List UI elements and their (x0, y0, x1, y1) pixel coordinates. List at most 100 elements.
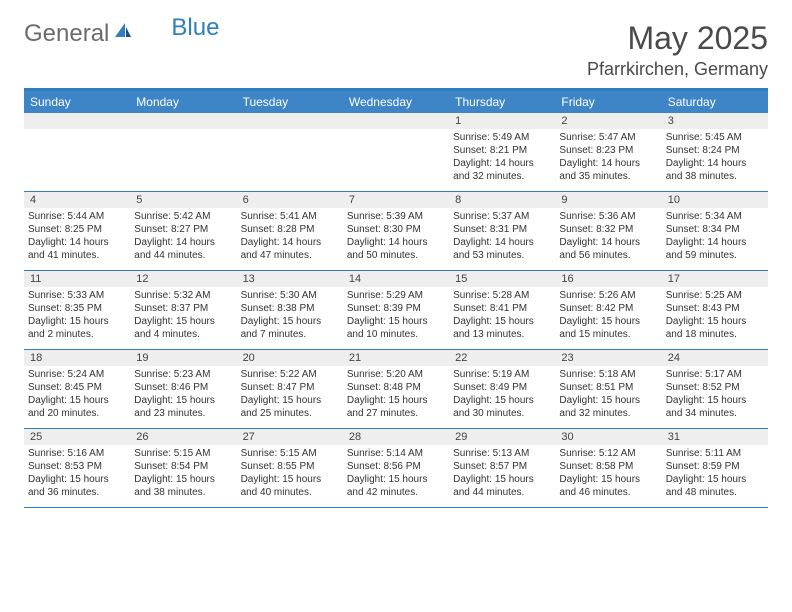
day-body: Sunrise: 5:15 AMSunset: 8:54 PMDaylight:… (130, 445, 236, 505)
day-body: Sunrise: 5:45 AMSunset: 8:24 PMDaylight:… (662, 129, 768, 189)
day-cell: 17Sunrise: 5:25 AMSunset: 8:43 PMDayligh… (662, 271, 768, 349)
sunset-text: Sunset: 8:42 PM (559, 302, 657, 315)
calendar: SundayMondayTuesdayWednesdayThursdayFrid… (24, 88, 768, 508)
sunrise-text: Sunrise: 5:17 AM (666, 368, 764, 381)
day-cell: 28Sunrise: 5:14 AMSunset: 8:56 PMDayligh… (343, 429, 449, 507)
day-number: 30 (555, 429, 661, 445)
day-number: 10 (662, 192, 768, 208)
sunrise-text: Sunrise: 5:19 AM (453, 368, 551, 381)
sunset-text: Sunset: 8:56 PM (347, 460, 445, 473)
day-cell: 26Sunrise: 5:15 AMSunset: 8:54 PMDayligh… (130, 429, 236, 507)
daylight-text: Daylight: 15 hours and 30 minutes. (453, 394, 551, 420)
sunrise-text: Sunrise: 5:11 AM (666, 447, 764, 460)
day-cell: 14Sunrise: 5:29 AMSunset: 8:39 PMDayligh… (343, 271, 449, 349)
week-row: 11Sunrise: 5:33 AMSunset: 8:35 PMDayligh… (24, 271, 768, 350)
day-number: 23 (555, 350, 661, 366)
daylight-text: Daylight: 15 hours and 46 minutes. (559, 473, 657, 499)
day-number: 1 (449, 113, 555, 129)
day-body: Sunrise: 5:29 AMSunset: 8:39 PMDaylight:… (343, 287, 449, 347)
day-cell: 15Sunrise: 5:28 AMSunset: 8:41 PMDayligh… (449, 271, 555, 349)
day-cell: 18Sunrise: 5:24 AMSunset: 8:45 PMDayligh… (24, 350, 130, 428)
day-number: 27 (237, 429, 343, 445)
sunset-text: Sunset: 8:48 PM (347, 381, 445, 394)
weekday-header: Sunday (24, 91, 130, 113)
sunrise-text: Sunrise: 5:29 AM (347, 289, 445, 302)
weekday-header: Monday (130, 91, 236, 113)
sunrise-text: Sunrise: 5:23 AM (134, 368, 232, 381)
day-cell: 6Sunrise: 5:41 AMSunset: 8:28 PMDaylight… (237, 192, 343, 270)
weekday-header: Saturday (662, 91, 768, 113)
sunset-text: Sunset: 8:21 PM (453, 144, 551, 157)
header: General Blue May 2025 Pfarrkirchen, Germ… (24, 20, 768, 80)
sunrise-text: Sunrise: 5:41 AM (241, 210, 339, 223)
daylight-text: Daylight: 15 hours and 38 minutes. (134, 473, 232, 499)
day-body: Sunrise: 5:28 AMSunset: 8:41 PMDaylight:… (449, 287, 555, 347)
day-number: 18 (24, 350, 130, 366)
sunrise-text: Sunrise: 5:18 AM (559, 368, 657, 381)
day-number: 6 (237, 192, 343, 208)
sunrise-text: Sunrise: 5:15 AM (241, 447, 339, 460)
day-cell: 25Sunrise: 5:16 AMSunset: 8:53 PMDayligh… (24, 429, 130, 507)
day-body: Sunrise: 5:33 AMSunset: 8:35 PMDaylight:… (24, 287, 130, 347)
day-cell (24, 113, 130, 191)
daylight-text: Daylight: 14 hours and 44 minutes. (134, 236, 232, 262)
day-cell: 8Sunrise: 5:37 AMSunset: 8:31 PMDaylight… (449, 192, 555, 270)
day-body: Sunrise: 5:12 AMSunset: 8:58 PMDaylight:… (555, 445, 661, 505)
title-block: May 2025 Pfarrkirchen, Germany (587, 20, 768, 80)
sunset-text: Sunset: 8:38 PM (241, 302, 339, 315)
day-body: Sunrise: 5:15 AMSunset: 8:55 PMDaylight:… (237, 445, 343, 505)
daylight-text: Daylight: 15 hours and 15 minutes. (559, 315, 657, 341)
day-number: 3 (662, 113, 768, 129)
daylight-text: Daylight: 14 hours and 35 minutes. (559, 157, 657, 183)
sunset-text: Sunset: 8:51 PM (559, 381, 657, 394)
day-number: 29 (449, 429, 555, 445)
sunrise-text: Sunrise: 5:33 AM (28, 289, 126, 302)
day-body: Sunrise: 5:14 AMSunset: 8:56 PMDaylight:… (343, 445, 449, 505)
daylight-text: Daylight: 14 hours and 47 minutes. (241, 236, 339, 262)
sunset-text: Sunset: 8:53 PM (28, 460, 126, 473)
daylight-text: Daylight: 15 hours and 48 minutes. (666, 473, 764, 499)
sunrise-text: Sunrise: 5:22 AM (241, 368, 339, 381)
sunrise-text: Sunrise: 5:37 AM (453, 210, 551, 223)
day-cell: 22Sunrise: 5:19 AMSunset: 8:49 PMDayligh… (449, 350, 555, 428)
day-body: Sunrise: 5:13 AMSunset: 8:57 PMDaylight:… (449, 445, 555, 505)
day-cell: 29Sunrise: 5:13 AMSunset: 8:57 PMDayligh… (449, 429, 555, 507)
day-cell: 10Sunrise: 5:34 AMSunset: 8:34 PMDayligh… (662, 192, 768, 270)
week-row: 18Sunrise: 5:24 AMSunset: 8:45 PMDayligh… (24, 350, 768, 429)
daylight-text: Daylight: 15 hours and 34 minutes. (666, 394, 764, 420)
logo-sail-icon (113, 20, 133, 48)
sunset-text: Sunset: 8:57 PM (453, 460, 551, 473)
sunrise-text: Sunrise: 5:26 AM (559, 289, 657, 302)
day-number: 17 (662, 271, 768, 287)
sunset-text: Sunset: 8:41 PM (453, 302, 551, 315)
day-number: 24 (662, 350, 768, 366)
sunset-text: Sunset: 8:23 PM (559, 144, 657, 157)
sunrise-text: Sunrise: 5:16 AM (28, 447, 126, 460)
sunset-text: Sunset: 8:58 PM (559, 460, 657, 473)
logo-text-general: General (24, 20, 109, 48)
sunset-text: Sunset: 8:47 PM (241, 381, 339, 394)
day-cell: 13Sunrise: 5:30 AMSunset: 8:38 PMDayligh… (237, 271, 343, 349)
day-cell: 12Sunrise: 5:32 AMSunset: 8:37 PMDayligh… (130, 271, 236, 349)
day-cell: 11Sunrise: 5:33 AMSunset: 8:35 PMDayligh… (24, 271, 130, 349)
day-number: 20 (237, 350, 343, 366)
day-body: Sunrise: 5:18 AMSunset: 8:51 PMDaylight:… (555, 366, 661, 426)
day-cell: 27Sunrise: 5:15 AMSunset: 8:55 PMDayligh… (237, 429, 343, 507)
day-cell (343, 113, 449, 191)
day-body: Sunrise: 5:41 AMSunset: 8:28 PMDaylight:… (237, 208, 343, 268)
sunset-text: Sunset: 8:28 PM (241, 223, 339, 236)
day-number: 16 (555, 271, 661, 287)
day-cell: 31Sunrise: 5:11 AMSunset: 8:59 PMDayligh… (662, 429, 768, 507)
day-body: Sunrise: 5:16 AMSunset: 8:53 PMDaylight:… (24, 445, 130, 505)
sunrise-text: Sunrise: 5:25 AM (666, 289, 764, 302)
day-number (24, 113, 130, 129)
day-body: Sunrise: 5:26 AMSunset: 8:42 PMDaylight:… (555, 287, 661, 347)
sunset-text: Sunset: 8:46 PM (134, 381, 232, 394)
day-body: Sunrise: 5:25 AMSunset: 8:43 PMDaylight:… (662, 287, 768, 347)
sunset-text: Sunset: 8:32 PM (559, 223, 657, 236)
day-number: 28 (343, 429, 449, 445)
day-number: 5 (130, 192, 236, 208)
day-number (343, 113, 449, 129)
day-cell: 20Sunrise: 5:22 AMSunset: 8:47 PMDayligh… (237, 350, 343, 428)
month-title: May 2025 (587, 20, 768, 57)
